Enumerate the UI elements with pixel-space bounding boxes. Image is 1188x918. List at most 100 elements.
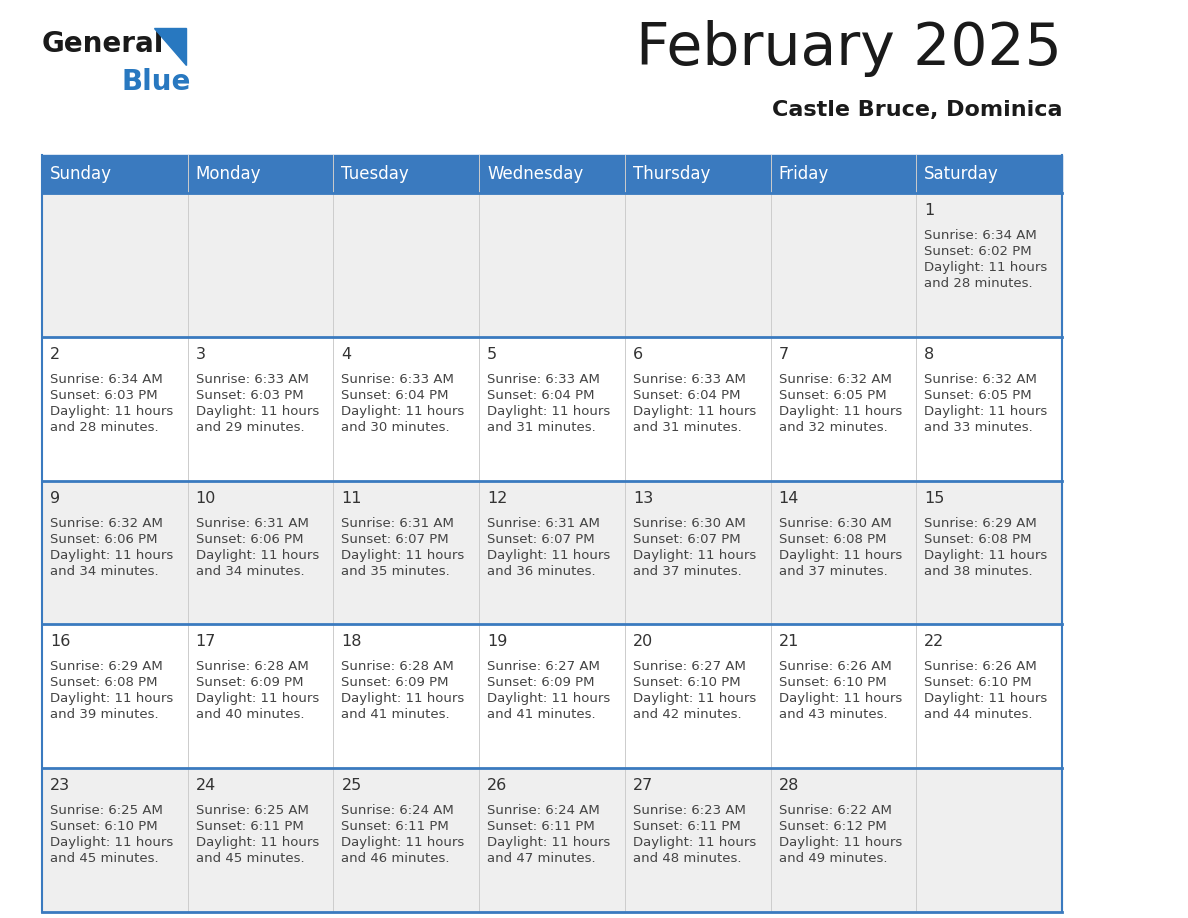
Text: and 42 minutes.: and 42 minutes. bbox=[633, 709, 741, 722]
Text: Sunset: 6:06 PM: Sunset: 6:06 PM bbox=[196, 532, 303, 545]
Text: Daylight: 11 hours: Daylight: 11 hours bbox=[341, 549, 465, 562]
Text: Castle Bruce, Dominica: Castle Bruce, Dominica bbox=[771, 100, 1062, 120]
Text: 7: 7 bbox=[778, 347, 789, 362]
Text: and 28 minutes.: and 28 minutes. bbox=[50, 420, 159, 434]
Text: Sunset: 6:08 PM: Sunset: 6:08 PM bbox=[778, 532, 886, 545]
Text: Sunset: 6:03 PM: Sunset: 6:03 PM bbox=[50, 389, 158, 402]
Text: 20: 20 bbox=[633, 634, 653, 649]
Text: Sunday: Sunday bbox=[50, 165, 112, 183]
Text: and 38 minutes.: and 38 minutes. bbox=[924, 565, 1032, 577]
Text: Sunrise: 6:27 AM: Sunrise: 6:27 AM bbox=[487, 660, 600, 674]
Text: Daylight: 11 hours: Daylight: 11 hours bbox=[341, 405, 465, 418]
Text: Sunset: 6:04 PM: Sunset: 6:04 PM bbox=[633, 389, 740, 402]
Text: and 40 minutes.: and 40 minutes. bbox=[196, 709, 304, 722]
Text: Daylight: 11 hours: Daylight: 11 hours bbox=[487, 405, 611, 418]
Text: Daylight: 11 hours: Daylight: 11 hours bbox=[50, 405, 173, 418]
Text: Sunset: 6:11 PM: Sunset: 6:11 PM bbox=[487, 820, 595, 834]
Text: and 34 minutes.: and 34 minutes. bbox=[50, 565, 159, 577]
Text: Sunrise: 6:30 AM: Sunrise: 6:30 AM bbox=[633, 517, 746, 530]
Text: 1: 1 bbox=[924, 203, 935, 218]
Text: 27: 27 bbox=[633, 778, 653, 793]
Text: Blue: Blue bbox=[122, 68, 191, 96]
Text: Sunrise: 6:28 AM: Sunrise: 6:28 AM bbox=[341, 660, 454, 674]
Polygon shape bbox=[154, 28, 187, 65]
Text: and 32 minutes.: and 32 minutes. bbox=[778, 420, 887, 434]
Text: Sunrise: 6:23 AM: Sunrise: 6:23 AM bbox=[633, 804, 746, 817]
Text: 28: 28 bbox=[778, 778, 800, 793]
Text: General: General bbox=[42, 30, 164, 58]
Text: and 34 minutes.: and 34 minutes. bbox=[196, 565, 304, 577]
Text: Sunrise: 6:31 AM: Sunrise: 6:31 AM bbox=[487, 517, 600, 530]
Text: Monday: Monday bbox=[196, 165, 261, 183]
Text: Sunrise: 6:24 AM: Sunrise: 6:24 AM bbox=[487, 804, 600, 817]
Text: Daylight: 11 hours: Daylight: 11 hours bbox=[924, 549, 1048, 562]
Text: 8: 8 bbox=[924, 347, 935, 362]
Text: Sunrise: 6:32 AM: Sunrise: 6:32 AM bbox=[924, 373, 1037, 386]
Text: Daylight: 11 hours: Daylight: 11 hours bbox=[487, 692, 611, 705]
Text: Sunrise: 6:26 AM: Sunrise: 6:26 AM bbox=[924, 660, 1037, 674]
Text: Sunrise: 6:33 AM: Sunrise: 6:33 AM bbox=[487, 373, 600, 386]
Text: Sunset: 6:11 PM: Sunset: 6:11 PM bbox=[633, 820, 740, 834]
Text: Friday: Friday bbox=[778, 165, 829, 183]
Text: Sunset: 6:10 PM: Sunset: 6:10 PM bbox=[50, 820, 158, 834]
Text: Sunrise: 6:31 AM: Sunrise: 6:31 AM bbox=[341, 517, 454, 530]
Text: Sunset: 6:09 PM: Sunset: 6:09 PM bbox=[487, 677, 595, 689]
Text: 3: 3 bbox=[196, 347, 206, 362]
Text: 21: 21 bbox=[778, 634, 800, 649]
Text: Sunrise: 6:33 AM: Sunrise: 6:33 AM bbox=[196, 373, 309, 386]
Text: Sunrise: 6:30 AM: Sunrise: 6:30 AM bbox=[778, 517, 891, 530]
Text: 19: 19 bbox=[487, 634, 507, 649]
Text: Sunset: 6:08 PM: Sunset: 6:08 PM bbox=[50, 677, 158, 689]
Text: Sunrise: 6:25 AM: Sunrise: 6:25 AM bbox=[50, 804, 163, 817]
Text: 26: 26 bbox=[487, 778, 507, 793]
Text: and 48 minutes.: and 48 minutes. bbox=[633, 852, 741, 865]
Text: Daylight: 11 hours: Daylight: 11 hours bbox=[50, 692, 173, 705]
Text: Sunset: 6:04 PM: Sunset: 6:04 PM bbox=[341, 389, 449, 402]
Text: 12: 12 bbox=[487, 490, 507, 506]
Text: Daylight: 11 hours: Daylight: 11 hours bbox=[196, 549, 318, 562]
Text: Sunrise: 6:32 AM: Sunrise: 6:32 AM bbox=[50, 517, 163, 530]
Bar bbox=[42, 337, 1062, 481]
Text: 13: 13 bbox=[633, 490, 653, 506]
Text: Sunrise: 6:28 AM: Sunrise: 6:28 AM bbox=[196, 660, 309, 674]
Text: Sunrise: 6:33 AM: Sunrise: 6:33 AM bbox=[633, 373, 746, 386]
Text: Daylight: 11 hours: Daylight: 11 hours bbox=[341, 692, 465, 705]
Text: 23: 23 bbox=[50, 778, 70, 793]
Text: and 47 minutes.: and 47 minutes. bbox=[487, 852, 595, 865]
Text: Sunset: 6:11 PM: Sunset: 6:11 PM bbox=[341, 820, 449, 834]
Text: and 31 minutes.: and 31 minutes. bbox=[487, 420, 596, 434]
Text: Sunset: 6:12 PM: Sunset: 6:12 PM bbox=[778, 820, 886, 834]
Text: Sunrise: 6:22 AM: Sunrise: 6:22 AM bbox=[778, 804, 891, 817]
Text: 22: 22 bbox=[924, 634, 944, 649]
Text: and 37 minutes.: and 37 minutes. bbox=[633, 565, 741, 577]
Text: 24: 24 bbox=[196, 778, 216, 793]
Text: 11: 11 bbox=[341, 490, 362, 506]
Text: Daylight: 11 hours: Daylight: 11 hours bbox=[196, 836, 318, 849]
Text: Sunset: 6:10 PM: Sunset: 6:10 PM bbox=[778, 677, 886, 689]
Text: Sunset: 6:07 PM: Sunset: 6:07 PM bbox=[487, 532, 595, 545]
Text: Sunset: 6:11 PM: Sunset: 6:11 PM bbox=[196, 820, 303, 834]
Text: Daylight: 11 hours: Daylight: 11 hours bbox=[196, 692, 318, 705]
Text: and 46 minutes.: and 46 minutes. bbox=[341, 852, 450, 865]
Text: Sunrise: 6:27 AM: Sunrise: 6:27 AM bbox=[633, 660, 746, 674]
Text: Sunset: 6:02 PM: Sunset: 6:02 PM bbox=[924, 245, 1032, 258]
Text: Daylight: 11 hours: Daylight: 11 hours bbox=[778, 692, 902, 705]
Text: and 36 minutes.: and 36 minutes. bbox=[487, 565, 595, 577]
Text: Sunset: 6:04 PM: Sunset: 6:04 PM bbox=[487, 389, 595, 402]
Bar bbox=[42, 768, 1062, 912]
Text: Daylight: 11 hours: Daylight: 11 hours bbox=[487, 549, 611, 562]
Text: Thursday: Thursday bbox=[633, 165, 710, 183]
Text: and 33 minutes.: and 33 minutes. bbox=[924, 420, 1034, 434]
Text: Sunrise: 6:34 AM: Sunrise: 6:34 AM bbox=[50, 373, 163, 386]
Text: and 37 minutes.: and 37 minutes. bbox=[778, 565, 887, 577]
Text: 25: 25 bbox=[341, 778, 361, 793]
Text: Sunset: 6:06 PM: Sunset: 6:06 PM bbox=[50, 532, 158, 545]
Text: Daylight: 11 hours: Daylight: 11 hours bbox=[633, 549, 756, 562]
Text: Sunset: 6:10 PM: Sunset: 6:10 PM bbox=[924, 677, 1032, 689]
Text: Daylight: 11 hours: Daylight: 11 hours bbox=[633, 692, 756, 705]
Text: Sunrise: 6:33 AM: Sunrise: 6:33 AM bbox=[341, 373, 454, 386]
Text: and 35 minutes.: and 35 minutes. bbox=[341, 565, 450, 577]
Text: and 43 minutes.: and 43 minutes. bbox=[778, 709, 887, 722]
Text: and 49 minutes.: and 49 minutes. bbox=[778, 852, 887, 865]
Text: 5: 5 bbox=[487, 347, 498, 362]
